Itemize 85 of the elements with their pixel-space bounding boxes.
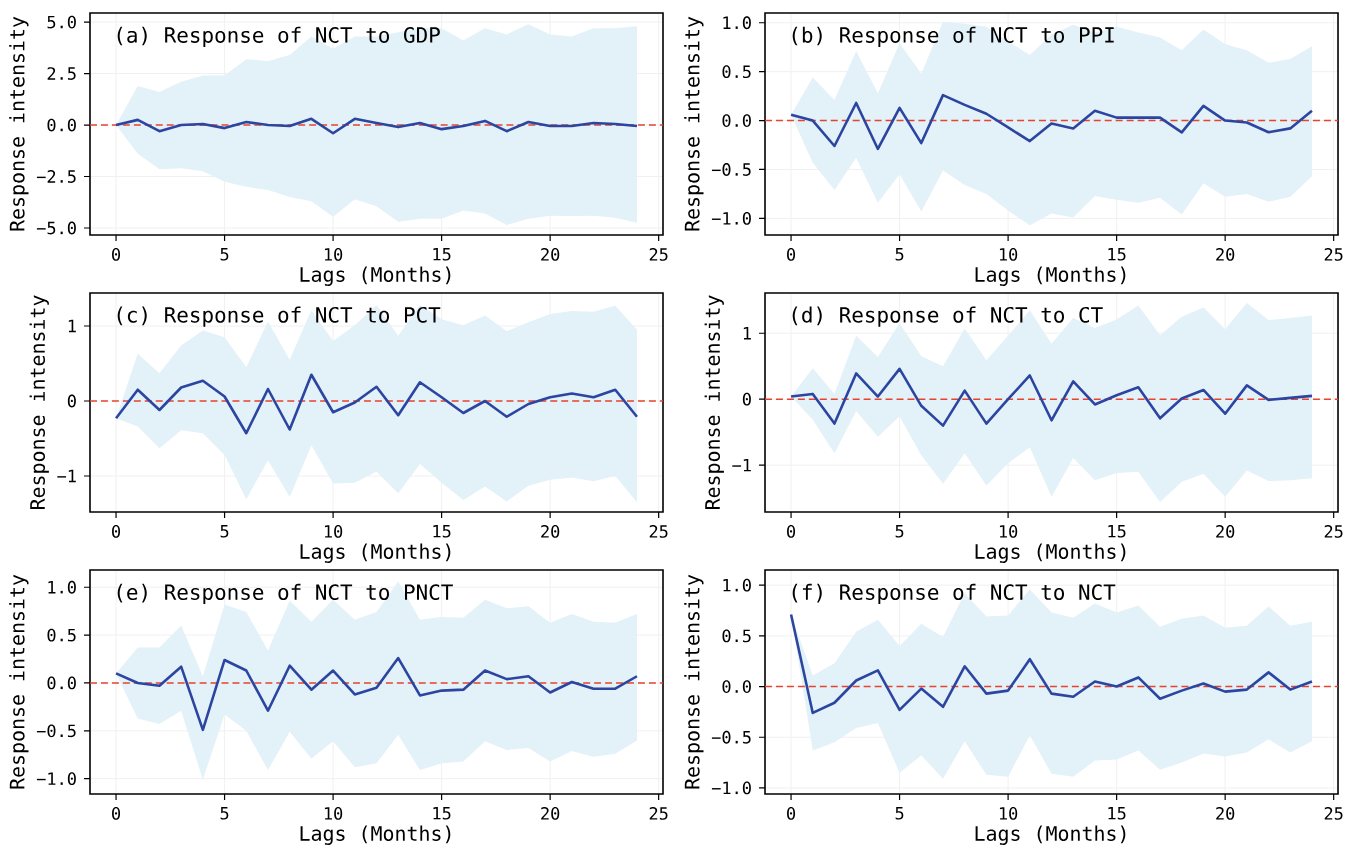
y-tick-label: −0.5 (36, 724, 76, 738)
y-tick-label: 0.5 (722, 629, 751, 643)
y-axis-title: Response intensity (684, 574, 704, 789)
x-tick-label: 10 (324, 525, 343, 538)
y-tick-label: −1 (732, 458, 751, 472)
x-tick-label: 10 (999, 525, 1018, 538)
x-tick-label: 10 (999, 248, 1018, 261)
y-tick-label: 0.5 (47, 628, 76, 642)
x-tick-label: 15 (433, 807, 451, 820)
x-tick-label: 10 (324, 807, 343, 820)
y-tick-label: 1.0 (723, 16, 751, 30)
x-tick-label: 0 (112, 807, 121, 820)
x-tick-label: 15 (1108, 525, 1126, 538)
x-axis-title: Lags (Months) (975, 543, 1126, 563)
x-tick-label: 5 (895, 525, 904, 538)
x-tick-label: 10 (324, 248, 343, 261)
x-axis-title: Lags (Months) (300, 825, 451, 845)
x-tick-label: 0 (787, 807, 796, 820)
x-tick-label: 25 (649, 807, 668, 820)
y-axis-title: Response intensity (704, 295, 724, 510)
y-axis-title: Response intensity (9, 16, 29, 231)
x-axis-title: Lags (Months) (975, 825, 1126, 845)
text: (a) Response of NCT to GDP (117, 26, 440, 47)
y-tick-label: 2.5 (47, 67, 76, 80)
y-tick-label: 0.0 (47, 118, 76, 132)
x-tick-label: 15 (433, 525, 451, 538)
x-tick-label: 5 (220, 807, 229, 820)
y-tick-label: −1.0 (36, 772, 76, 786)
y-tick-label: 1 (68, 319, 76, 333)
y-tick-label: 0 (742, 392, 751, 406)
y-tick-label: 1 (743, 327, 751, 340)
x-tick-label: 15 (433, 248, 451, 261)
x-tick-label: 5 (220, 248, 229, 261)
x-tick-label: 5 (220, 525, 229, 538)
y-tick-label: 0.0 (722, 680, 751, 693)
x-tick-label: 20 (541, 248, 560, 261)
x-tick-label: 25 (649, 525, 668, 538)
x-tick-label: 25 (1324, 525, 1343, 538)
y-tick-label: −2.5 (36, 170, 76, 183)
text: (f) Response of NCT to NCT (792, 583, 1116, 605)
x-tick-label: 0 (112, 248, 121, 261)
y-tick-label: 0.0 (722, 114, 751, 127)
x-tick-label: 20 (1216, 248, 1235, 261)
y-tick-label: −0.5 (711, 163, 751, 176)
y-tick-label: 1.0 (723, 578, 751, 592)
x-tick-label: 25 (649, 248, 668, 261)
x-axis-title: Lags (Months) (300, 266, 451, 286)
x-tick-label: 15 (1108, 807, 1126, 820)
text: (c) Response of NCT to PCT (117, 306, 441, 327)
line-series (789, 613, 1314, 715)
x-tick-label: 25 (1324, 807, 1343, 820)
x-tick-label: 20 (1216, 525, 1235, 538)
y-tick-label: 0.0 (47, 676, 76, 690)
x-tick-label: 25 (1324, 248, 1343, 261)
text: (b) Response of NCT to PPI (792, 26, 1114, 47)
x-tick-label: 20 (541, 807, 560, 820)
x-tick-label: 10 (999, 807, 1018, 820)
x-tick-label: 20 (1216, 807, 1235, 820)
x-tick-label: 0 (787, 248, 796, 261)
x-tick-label: 0 (112, 525, 121, 538)
x-tick-label: 15 (1108, 248, 1126, 261)
y-tick-label: 1.0 (48, 580, 76, 594)
y-tick-label: −5.0 (36, 221, 76, 235)
x-tick-label: 0 (787, 525, 796, 538)
line-series (789, 367, 1314, 427)
text: (d) Response of NCT to CT (792, 306, 1103, 327)
y-axis-title: Response intensity (684, 16, 704, 231)
x-axis-title: Lags (Months) (300, 543, 451, 563)
x-tick-label: 5 (895, 248, 904, 261)
x-tick-label: 20 (541, 525, 560, 538)
y-tick-label: −1 (57, 469, 76, 483)
y-tick-label: −0.5 (711, 730, 751, 744)
y-axis-title: Response intensity (9, 574, 29, 789)
y-tick-label: −1.0 (711, 211, 751, 225)
text: (e) Response of NCT to PNCT (117, 583, 453, 605)
x-axis-title: Lags (Months) (975, 266, 1126, 286)
line-series (114, 117, 639, 135)
y-axis-title: Response intensity (29, 295, 49, 510)
y-tick-label: −1.0 (711, 781, 751, 795)
y-tick-label: 0.5 (722, 65, 751, 79)
y-tick-label: 0 (67, 394, 76, 408)
y-tick-label: 5.0 (47, 15, 76, 29)
line-series (114, 373, 639, 435)
line-series (114, 656, 639, 732)
x-tick-label: 5 (895, 807, 904, 820)
